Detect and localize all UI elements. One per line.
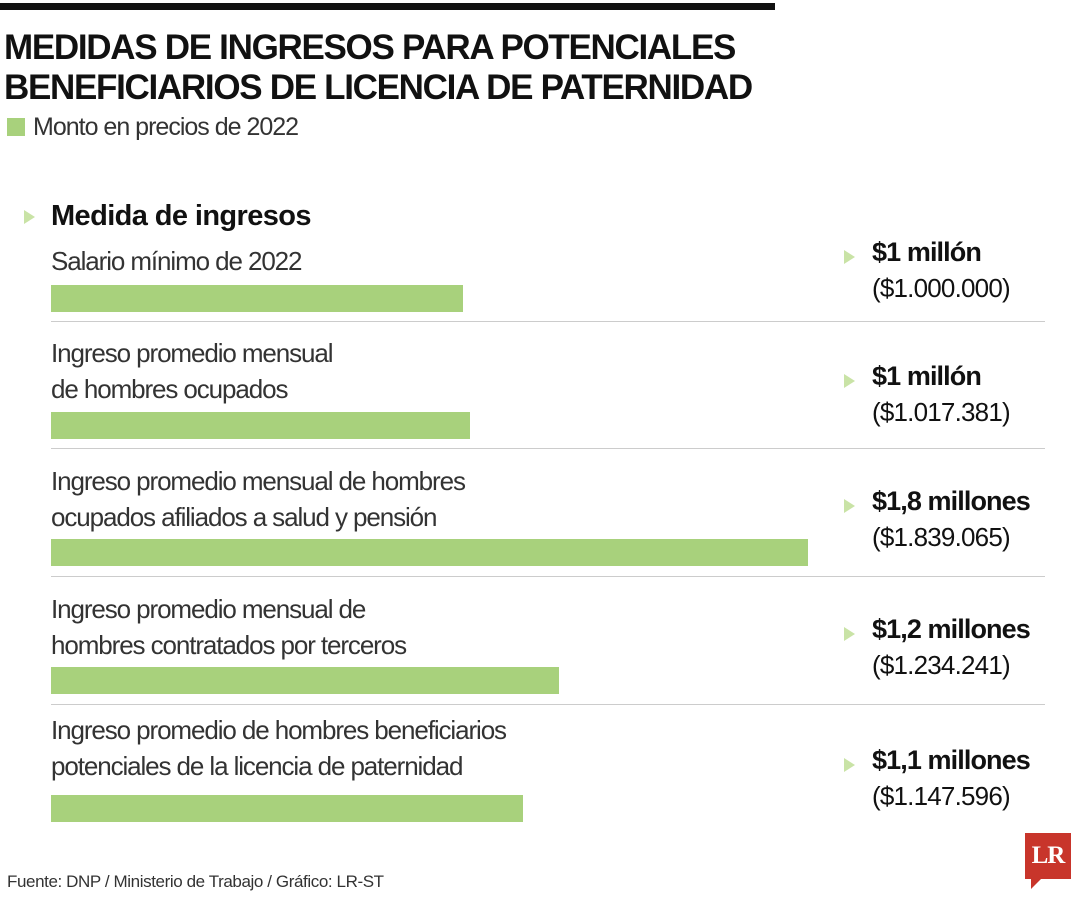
row-divider xyxy=(51,448,1045,449)
logo-tail xyxy=(1031,878,1042,889)
value-sublabel: ($1.017.381) xyxy=(872,397,1011,427)
bar xyxy=(51,412,470,439)
value-sublabel: ($1.839.065) xyxy=(872,522,1011,552)
source-note: Fuente: DNP / Ministerio de Trabajo / Gr… xyxy=(7,872,384,891)
triangle-right-icon xyxy=(844,374,855,388)
category-label: Ingreso promedio mensual de hombres ocup… xyxy=(51,466,466,532)
value-sublabel: ($1.000.000) xyxy=(872,273,1011,303)
row-divider xyxy=(51,576,1045,577)
row-divider xyxy=(51,704,1045,705)
value-label: $1,1 millones xyxy=(872,745,1031,775)
value-label: $1,2 millones xyxy=(872,614,1031,644)
triangle-right-icon xyxy=(844,758,855,772)
category-label: Ingreso promedio de hombres beneficiario… xyxy=(51,715,507,781)
logo-box: LR xyxy=(1025,833,1071,879)
lr-logo-icon: LR xyxy=(1025,833,1071,889)
value-sublabel: ($1.147.596) xyxy=(872,781,1011,811)
row-divider xyxy=(51,321,1045,322)
section-header: Medida de ingresos xyxy=(24,200,312,233)
bar xyxy=(51,285,463,312)
value-label: $1 millón xyxy=(872,361,982,391)
bar xyxy=(51,795,523,822)
bar xyxy=(51,667,559,694)
bar xyxy=(51,539,808,566)
category-label: Ingreso promedio mensual de hombres ocup… xyxy=(51,338,334,404)
top-rule xyxy=(0,3,775,10)
section-title: Medida de ingresos xyxy=(51,200,312,232)
legend-swatch xyxy=(7,118,25,136)
value-label: $1 millón xyxy=(872,237,982,267)
chart-title-line-1: MEDIDAS DE INGRESOS PARA POTENCIALES xyxy=(4,28,736,67)
logo-text: LR xyxy=(1031,842,1066,869)
chart-title-line-2: BENEFICIARIOS DE LICENCIA DE PATERNIDAD xyxy=(4,68,753,107)
value-sublabel: ($1.234.241) xyxy=(872,650,1011,680)
triangle-right-icon xyxy=(844,499,855,513)
category-label: Ingreso promedio mensual de hombres cont… xyxy=(51,594,407,660)
category-label: Salario mínimo de 2022 xyxy=(51,246,303,276)
value-label: $1,8 millones xyxy=(872,486,1031,516)
triangle-right-icon xyxy=(24,209,35,224)
triangle-right-icon xyxy=(844,627,855,641)
chart-title: MEDIDAS DE INGRESOS PARA POTENCIALES BEN… xyxy=(4,28,804,108)
legend: Monto en precios de 2022 xyxy=(7,112,299,142)
legend-label: Monto en precios de 2022 xyxy=(33,112,299,141)
triangle-right-icon xyxy=(844,250,855,264)
